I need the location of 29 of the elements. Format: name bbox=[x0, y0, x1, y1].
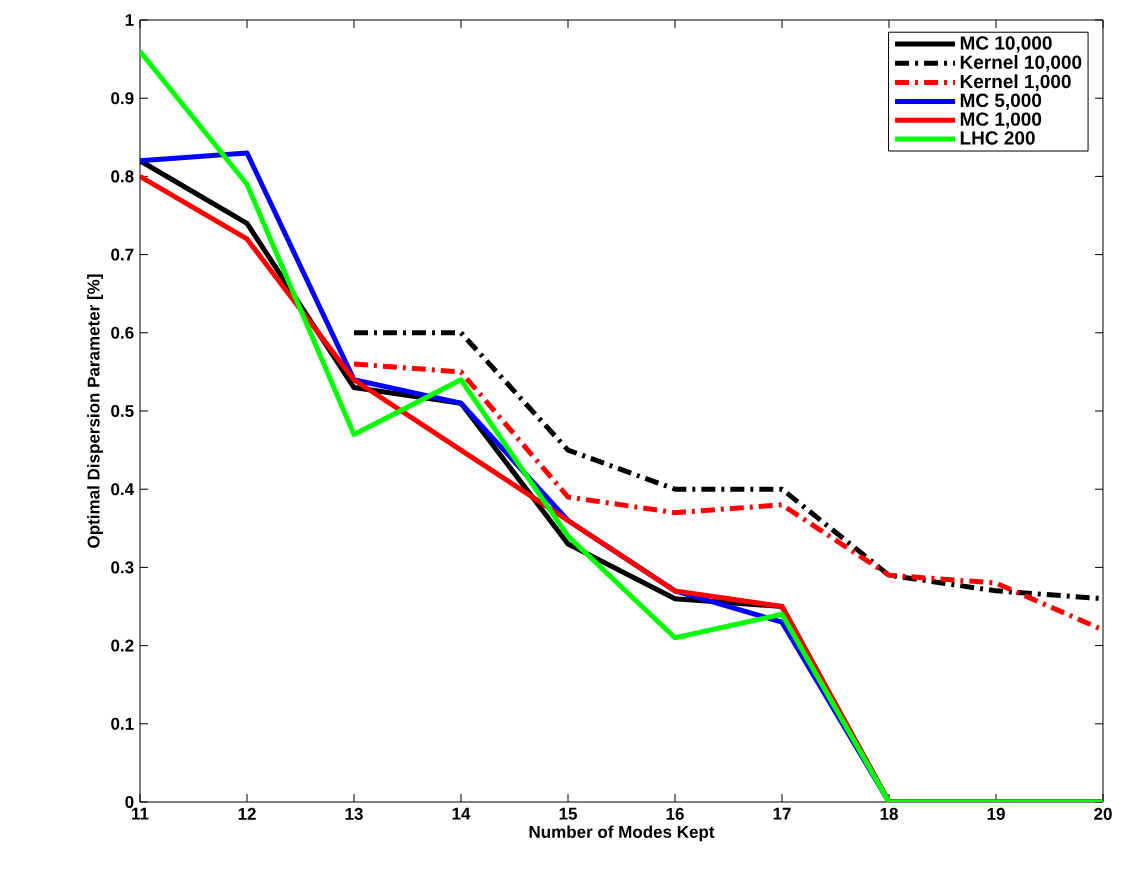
y-tick-label: 0.4 bbox=[111, 483, 135, 496]
x-tick-label: 18 bbox=[880, 807, 898, 820]
legend-label: LHC 200 bbox=[960, 131, 1035, 145]
y-tick-label: 0 bbox=[125, 795, 134, 809]
legend-label: MC 1,000 bbox=[960, 112, 1042, 129]
y-tick-label: 0.6 bbox=[111, 326, 134, 339]
x-axis-title: Number of Modes Kept bbox=[529, 825, 715, 842]
x-tick-label: 17 bbox=[773, 807, 791, 820]
y-tick-label: 0.9 bbox=[111, 92, 134, 105]
x-tick-label: 15 bbox=[559, 807, 577, 820]
x-tick-label: 20 bbox=[1094, 807, 1112, 820]
x-tick-label: 19 bbox=[987, 807, 1005, 820]
x-tick-label: 16 bbox=[666, 807, 684, 820]
x-tick-label: 11 bbox=[132, 807, 149, 820]
legend-label: Kernel 1,000 bbox=[960, 74, 1071, 92]
x-tick-label: 13 bbox=[345, 807, 363, 820]
legend-label: MC 10,000 bbox=[960, 36, 1052, 53]
legend-label: Kernel 10,000 bbox=[960, 55, 1082, 72]
y-tick-label: 0.3 bbox=[111, 561, 134, 574]
y-tick-label: 0.5 bbox=[111, 404, 134, 418]
y-tick-label: 0.7 bbox=[111, 248, 134, 261]
x-tick-label: 14 bbox=[452, 807, 471, 820]
y-tick-label: 0.2 bbox=[111, 639, 134, 652]
y-tick-label: 0.8 bbox=[111, 170, 134, 183]
legend-label: MC 5,000 bbox=[960, 93, 1042, 110]
y-axis-title: Optimal Dispersion Parameter [%] bbox=[87, 274, 103, 548]
y-tick-label: 0.1 bbox=[111, 717, 134, 730]
x-tick-label: 12 bbox=[238, 807, 256, 820]
y-tick-label: 1 bbox=[125, 14, 134, 26]
